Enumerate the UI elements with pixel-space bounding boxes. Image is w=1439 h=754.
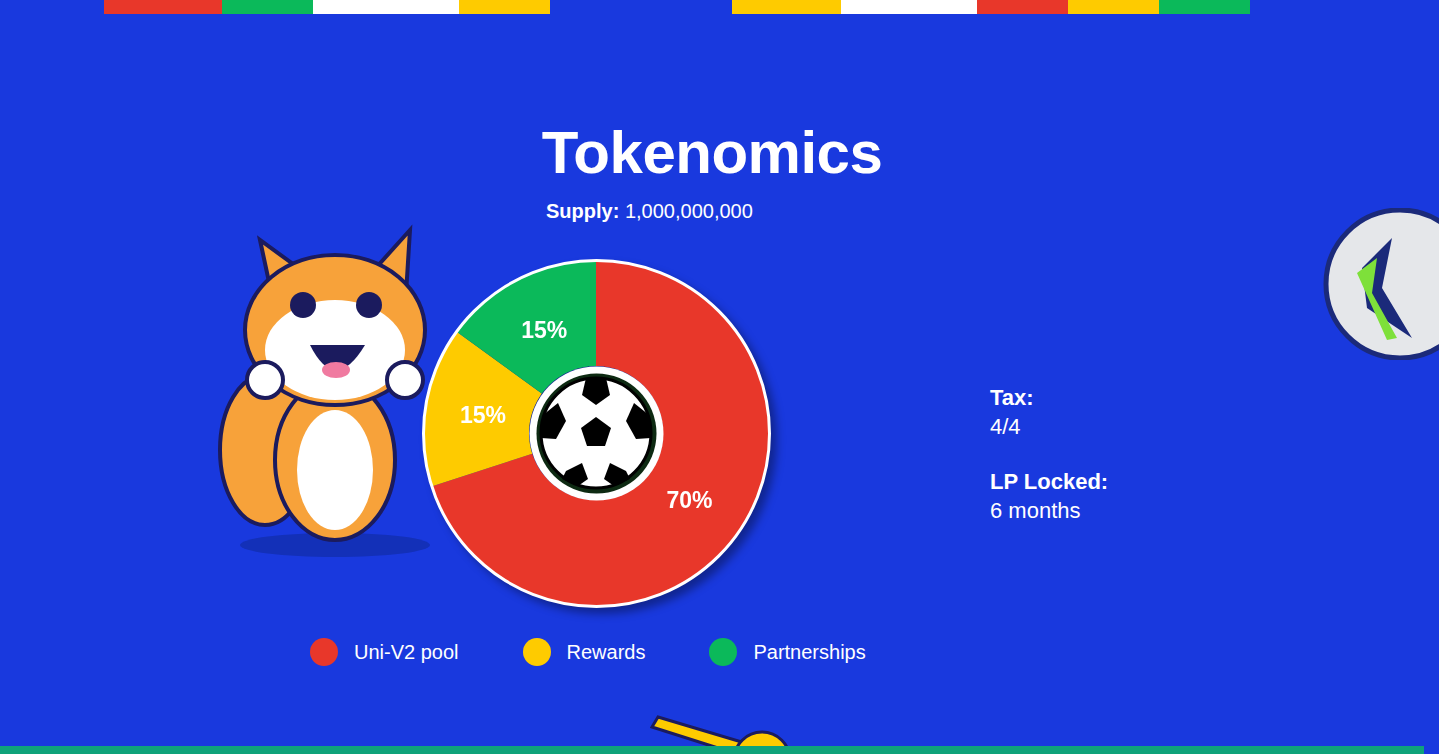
- html-text:LP Locked:: LP Locked:: [990, 469, 1109, 494]
- svg-text:15%: 15%: [521, 317, 567, 343]
- html-text:Supply: 1,000,000,000: Supply: 1,000,000,000: [546, 200, 753, 222]
- html-text:6 months: 6 months: [990, 498, 1081, 523]
- html-text:Rewards: Rewards: [566, 640, 646, 663]
- svg-text:15%: 15%: [460, 402, 506, 428]
- html-text:Tax:: Tax:: [990, 385, 1034, 410]
- html-text:Tokenomics: Tokenomics: [541, 119, 883, 186]
- html-text:Partnerships: Partnerships: [753, 640, 866, 663]
- html-text:Uni-V2 pool: Uni-V2 pool: [354, 640, 459, 663]
- svg-text:70%: 70%: [667, 487, 713, 513]
- html-text:4/4: 4/4: [990, 414, 1021, 439]
